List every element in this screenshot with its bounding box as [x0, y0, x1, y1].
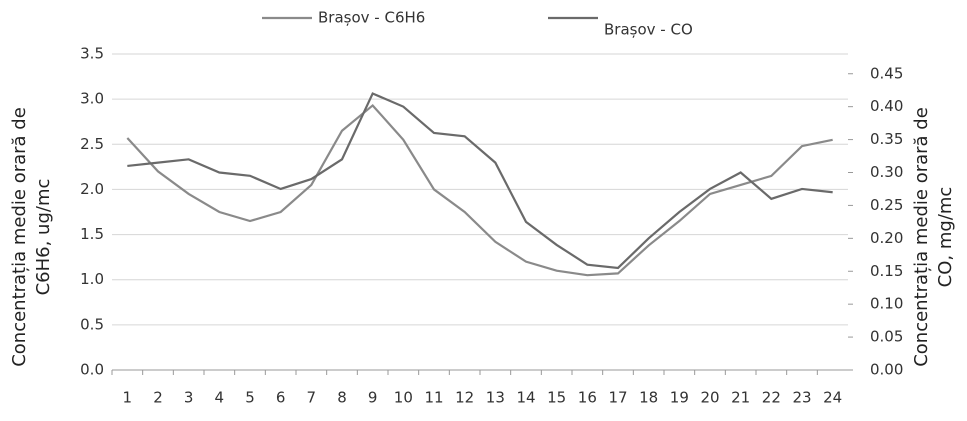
y2-axis-title: Concentrația medie orară de — [911, 107, 932, 367]
x-tick-label: 19 — [670, 389, 689, 407]
y2-tick-label: 0.05 — [870, 328, 903, 346]
y2-tick-label: 0.35 — [870, 130, 903, 148]
x-tick-label: 23 — [792, 389, 811, 407]
x-tick-label: 13 — [486, 389, 505, 407]
y-tick-label: 1.0 — [80, 270, 104, 288]
x-tick-label: 3 — [184, 389, 194, 407]
x-tick-label: 18 — [639, 389, 658, 407]
series-line — [126, 103, 833, 277]
x-tick-label: 2 — [153, 389, 163, 407]
x-tick-label: 16 — [578, 389, 597, 407]
x-tick-label: 7 — [307, 389, 317, 407]
x-tick-label: 6 — [276, 389, 286, 407]
y2-tick-label: 0.10 — [870, 295, 903, 313]
y-tick-label: 3.5 — [80, 45, 104, 63]
x-tick-label: 1 — [123, 389, 133, 407]
y-tick-label: 3.0 — [80, 90, 104, 108]
y-tick-label: 1.5 — [80, 225, 104, 243]
x-tick-label: 5 — [245, 389, 255, 407]
y2-tick-label: 0.15 — [870, 262, 903, 280]
x-tick-label: 8 — [337, 389, 347, 407]
y2-tick-label: 0.25 — [870, 196, 903, 214]
y-tick-label: 2.0 — [80, 180, 104, 198]
x-tick-label: 10 — [394, 389, 413, 407]
legend-label: Brașov - C6H6 — [318, 9, 425, 27]
y-axis-title: Concentrația medie orară de — [9, 107, 30, 367]
x-tick-label: 9 — [368, 389, 378, 407]
x-tick-label: 22 — [762, 389, 781, 407]
y-tick-label: 2.5 — [80, 135, 104, 153]
y2-axis-title: CO, mg/mc — [935, 187, 956, 288]
y2-tick-label: 0.30 — [870, 163, 903, 181]
y2-tick-label: 0.40 — [870, 97, 903, 115]
x-tick-label: 11 — [424, 389, 443, 407]
y-axis-title: C6H6, ug/mc — [33, 179, 54, 296]
x-tick-label: 12 — [455, 389, 474, 407]
y2-tick-label: 0.20 — [870, 229, 903, 247]
x-tick-label: 4 — [215, 389, 225, 407]
y-tick-label: 0.0 — [80, 361, 104, 379]
series-line — [127, 92, 833, 270]
y2-tick-label: 0.00 — [870, 361, 903, 379]
x-tick-label: 14 — [516, 389, 535, 407]
x-tick-label: 21 — [731, 389, 750, 407]
x-tick-label: 20 — [700, 389, 719, 407]
y-tick-label: 0.5 — [80, 315, 104, 333]
x-tick-label: 24 — [823, 389, 842, 407]
x-tick-label: 15 — [547, 389, 566, 407]
y2-tick-label: 0.45 — [870, 64, 903, 82]
x-tick-label: 17 — [608, 389, 627, 407]
legend-label: Brașov - CO — [604, 21, 693, 39]
